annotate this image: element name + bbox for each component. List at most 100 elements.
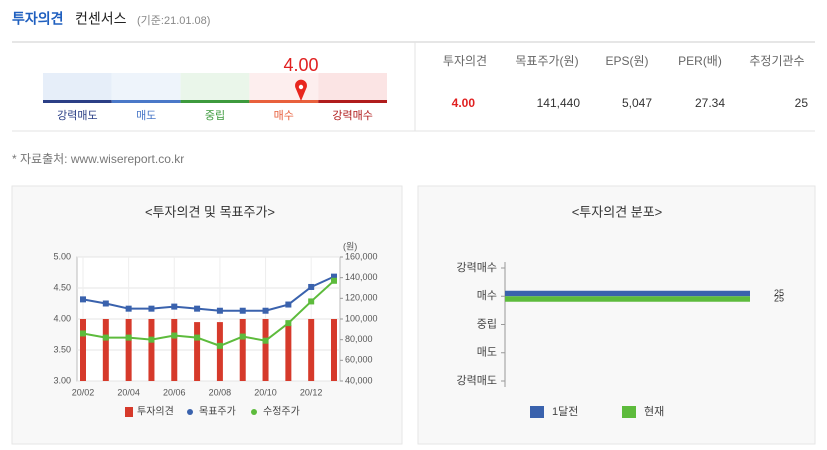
point [80, 296, 86, 303]
header-subtitle: 컨센서스 [75, 11, 127, 27]
y-tick-label: 5.00 [53, 251, 71, 261]
gauge-value: 4.00 [283, 55, 318, 75]
y-tick-label: 강력매수 [457, 261, 497, 274]
x-tick-label: 20/08 [209, 387, 232, 397]
chart-title: <투자의견 분포> [572, 204, 663, 219]
point [239, 307, 246, 314]
gauge-label: 매수 [274, 109, 294, 122]
legend-label: 1달전 [552, 405, 578, 418]
point [171, 332, 178, 339]
bar [216, 322, 223, 381]
gauge-marker [295, 79, 308, 101]
bar [102, 319, 109, 381]
gauge-segment [111, 73, 181, 101]
point [125, 334, 132, 341]
table-cell: 25 [795, 96, 809, 110]
y2-axis-label: (원) [343, 241, 357, 251]
gauge-line [111, 100, 181, 103]
legend-swatch [125, 407, 133, 417]
gauge-marker-dot [298, 84, 304, 90]
bar [148, 319, 155, 381]
legend-label: 투자의견 [137, 406, 174, 418]
table-cell: 141,440 [537, 96, 581, 110]
x-tick-label: 20/02 [72, 387, 95, 397]
data-label: 25 [774, 293, 784, 303]
y-tick-label: 매수 [477, 289, 497, 302]
point [331, 273, 337, 280]
bar [125, 319, 132, 381]
gauge-segment [43, 73, 112, 101]
bar [308, 319, 315, 381]
x-tick-label: 20/10 [254, 387, 277, 397]
source: * 자료출처: www.wisereport.co.kr [12, 152, 184, 166]
point [285, 301, 292, 308]
point [125, 305, 132, 312]
y-tick-label: 4.50 [53, 282, 71, 292]
y-tick-label: 중립 [477, 317, 497, 330]
x-tick-label: 20/06 [163, 387, 186, 397]
point [102, 334, 109, 341]
table-cell: 27.34 [695, 96, 725, 110]
bar [331, 319, 337, 381]
table-header: EPS(원) [605, 54, 648, 68]
y-tick-label: 매도 [477, 346, 497, 359]
x-tick-label: 20/04 [117, 387, 140, 397]
point [171, 303, 178, 310]
y-tick-label: 3.00 [53, 375, 71, 385]
gauge-line [318, 100, 387, 103]
bar [80, 319, 86, 381]
header-title: 투자의견 [12, 11, 64, 27]
gauge-segment [249, 73, 319, 101]
y-tick-label: 4.00 [53, 313, 71, 323]
chart-title: <투자의견 및 목표주가> [145, 204, 275, 219]
y2-tick-label: 80,000 [345, 334, 373, 344]
gauge-segment [180, 73, 250, 101]
bar [262, 319, 269, 381]
table-header: 목표주가(원) [515, 54, 578, 68]
y2-tick-label: 120,000 [345, 293, 378, 303]
legend-swatch [251, 409, 257, 415]
bar [194, 322, 201, 381]
gauge-line [249, 100, 319, 103]
bar [171, 319, 178, 381]
line [82, 280, 335, 347]
point [148, 336, 155, 343]
point [194, 334, 201, 341]
gauge-label: 강력매도 [57, 109, 97, 122]
panel [417, 185, 816, 445]
y-tick-label: 3.50 [53, 344, 71, 354]
bar [239, 319, 246, 381]
gauge-line [180, 100, 250, 103]
point [216, 307, 223, 314]
point [308, 283, 315, 290]
legend-swatch [622, 406, 636, 418]
y2-tick-label: 160,000 [345, 251, 378, 261]
gauge-label: 매도 [136, 109, 156, 122]
y2-tick-label: 40,000 [345, 375, 373, 385]
point [308, 298, 315, 305]
data-label: 25 [774, 288, 784, 298]
y2-tick-label: 60,000 [345, 355, 373, 365]
bar [505, 290, 750, 297]
gauge-line [43, 100, 112, 103]
gauge-label: 강력매수 [332, 109, 372, 122]
table-cell: 5,047 [622, 96, 652, 110]
point [239, 333, 246, 340]
table-cell: 4.00 [452, 96, 476, 110]
gauge-segment [318, 73, 387, 101]
y2-tick-label: 140,000 [345, 272, 378, 282]
point [194, 305, 201, 312]
bar [285, 325, 292, 381]
legend-label: 목표주가 [199, 406, 236, 418]
line [82, 275, 335, 312]
table-header: 추정기관수 [749, 54, 804, 68]
legend-label: 수정주가 [263, 406, 300, 418]
point [262, 307, 269, 314]
table-header: 투자의견 [443, 54, 487, 68]
y2-tick-label: 100,000 [345, 313, 378, 323]
point [331, 277, 337, 284]
legend-label: 현재 [644, 405, 664, 418]
header-basis: (기준:21.01.08) [137, 14, 210, 27]
point [262, 337, 269, 344]
point [148, 305, 155, 312]
